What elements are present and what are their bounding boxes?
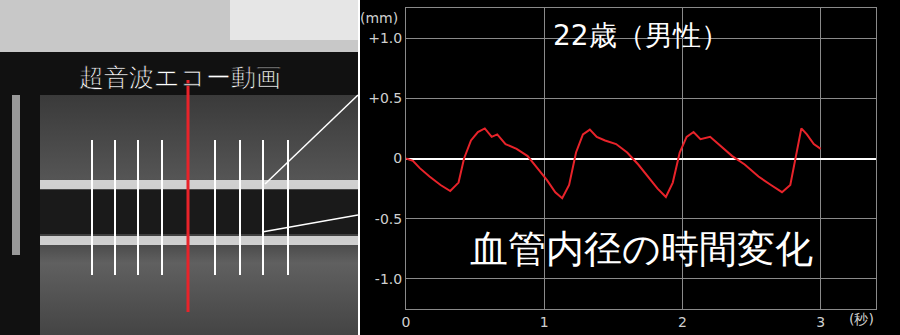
svg-text:0: 0 (402, 314, 411, 330)
svg-text:3: 3 (816, 314, 825, 330)
svg-text:1: 1 (540, 314, 549, 330)
svg-text:+1.0: +1.0 (368, 30, 402, 46)
svg-text:2: 2 (678, 314, 687, 330)
svg-text:0: 0 (393, 150, 402, 166)
svg-text:(秒): (秒) (849, 311, 874, 327)
svg-text:+0.5: +0.5 (368, 90, 402, 106)
svg-text:-1.0: -1.0 (375, 271, 402, 287)
svg-text:22歳（男性）: 22歳（男性） (553, 19, 729, 52)
svg-text:-0.5: -0.5 (375, 211, 402, 227)
svg-text:血管内径の時間変化: 血管内径の時間変化 (470, 227, 813, 271)
svg-text:超音波エコー動画: 超音波エコー動画 (79, 63, 281, 92)
svg-text:(mm): (mm) (360, 10, 398, 26)
